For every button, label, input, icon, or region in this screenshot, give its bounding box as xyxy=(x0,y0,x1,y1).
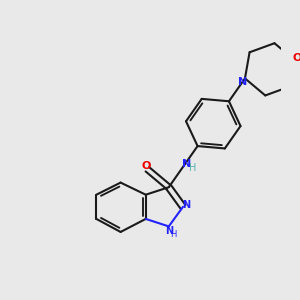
Text: N: N xyxy=(182,159,191,169)
Text: N: N xyxy=(238,77,248,87)
Text: O: O xyxy=(293,53,300,63)
Text: O: O xyxy=(141,161,151,171)
Text: N: N xyxy=(182,200,190,210)
Text: H: H xyxy=(171,230,177,239)
Text: H: H xyxy=(189,163,196,173)
Text: N: N xyxy=(166,226,174,236)
